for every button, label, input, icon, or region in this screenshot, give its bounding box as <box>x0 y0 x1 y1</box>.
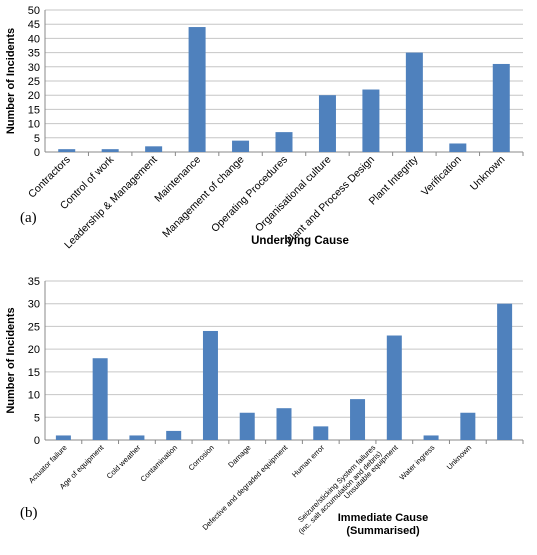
x-category-label: Contamination <box>139 443 180 484</box>
x-category-label-line: Human error <box>290 443 326 479</box>
x-category-label-line: Plant and Process Design <box>283 154 377 248</box>
bar <box>276 408 292 440</box>
bar <box>92 358 108 440</box>
y-tick-label: 15 <box>28 367 40 379</box>
y-tick-label: 30 <box>28 62 40 74</box>
bar <box>492 63 510 152</box>
bar <box>350 399 366 440</box>
y-tick-label: 15 <box>28 104 40 116</box>
x-axis-title-line: (Summarised) <box>346 525 420 537</box>
y-tick-label: 10 <box>28 390 40 402</box>
y-tick-label: 10 <box>28 119 40 131</box>
y-tick-label: 40 <box>28 33 40 45</box>
bar <box>449 143 467 152</box>
x-category-label: Management of change <box>160 154 247 241</box>
x-category-label-line: Organisational culture <box>253 154 334 235</box>
x-category-label: Plant and Process Design <box>283 154 377 248</box>
bar <box>362 89 380 152</box>
bar <box>101 149 119 152</box>
x-category-label: Unknown <box>468 154 508 194</box>
bar <box>386 335 402 440</box>
y-tick-label: 0 <box>34 147 40 159</box>
x-category-label-line: Verification <box>419 154 464 199</box>
bar <box>313 426 329 440</box>
x-axis-title-line: Immediate Cause <box>338 512 428 524</box>
bar <box>232 140 250 152</box>
x-axis-title: Underlying Cause <box>251 235 349 247</box>
y-axis-title: Number of Incidents <box>5 307 17 413</box>
bar <box>405 52 423 152</box>
bar <box>58 149 76 152</box>
y-tick-label: 5 <box>34 133 40 145</box>
x-category-label: Operating Procedures <box>209 154 290 235</box>
x-category-label: Organisational culture <box>253 154 334 235</box>
x-category-label: Contractors <box>26 154 73 201</box>
y-tick-label: 0 <box>34 435 40 447</box>
x-category-label: Verification <box>419 154 464 199</box>
x-category-label: Human error <box>290 443 326 479</box>
x-axis-title-line: Underlying Cause <box>251 235 349 247</box>
bar <box>145 146 163 152</box>
x-category-label: Corrosion <box>187 443 216 472</box>
x-category-label-line: Corrosion <box>187 443 216 472</box>
bar <box>275 132 293 152</box>
y-tick-label: 5 <box>34 412 40 424</box>
y-tick-label: 35 <box>28 48 40 60</box>
y-axis-title: Number of Incidents <box>5 28 17 134</box>
x-category-label-line: Unknown <box>445 443 473 471</box>
y-tick-label: 35 <box>28 276 40 288</box>
y-tick-label: 25 <box>28 321 40 333</box>
x-category-label: Leadership & Management <box>62 154 160 252</box>
x-category-label: Water ingress <box>398 443 437 482</box>
y-tick-label: 50 <box>28 5 40 17</box>
bar <box>318 95 336 152</box>
bar <box>129 435 145 440</box>
bar <box>166 430 182 440</box>
x-category-label-line: Damage <box>226 443 252 469</box>
x-category-label-line: Operating Procedures <box>209 154 290 235</box>
x-category-label-line: Leadership & Management <box>62 154 160 252</box>
bar <box>55 435 71 440</box>
panel-label: (b) <box>20 505 38 521</box>
x-category-label-line: Cold weather <box>105 443 143 481</box>
bar <box>423 435 439 440</box>
bar <box>460 412 476 440</box>
x-category-label-line: Unknown <box>468 154 508 194</box>
x-axis-title: Immediate Cause (Summarised) <box>338 512 428 537</box>
y-tick-label: 25 <box>28 76 40 88</box>
x-category-label: Damage <box>226 443 252 469</box>
bar <box>188 27 206 152</box>
y-tick-label: 45 <box>28 19 40 31</box>
x-category-label: Cold weather <box>105 443 143 481</box>
x-category-label: Unknown <box>445 443 473 471</box>
bar <box>497 303 513 440</box>
x-category-label-line: Water ingress <box>398 443 437 482</box>
panel-label: (a) <box>20 210 37 226</box>
y-tick-label: 30 <box>28 299 40 311</box>
bar <box>202 330 218 440</box>
x-category-label-line: Contamination <box>139 443 180 484</box>
y-tick-label: 20 <box>28 344 40 356</box>
bar <box>239 412 255 440</box>
x-category-label-line: Contractors <box>26 154 73 201</box>
x-category-label-line: Management of change <box>160 154 247 241</box>
y-tick-label: 20 <box>28 90 40 102</box>
